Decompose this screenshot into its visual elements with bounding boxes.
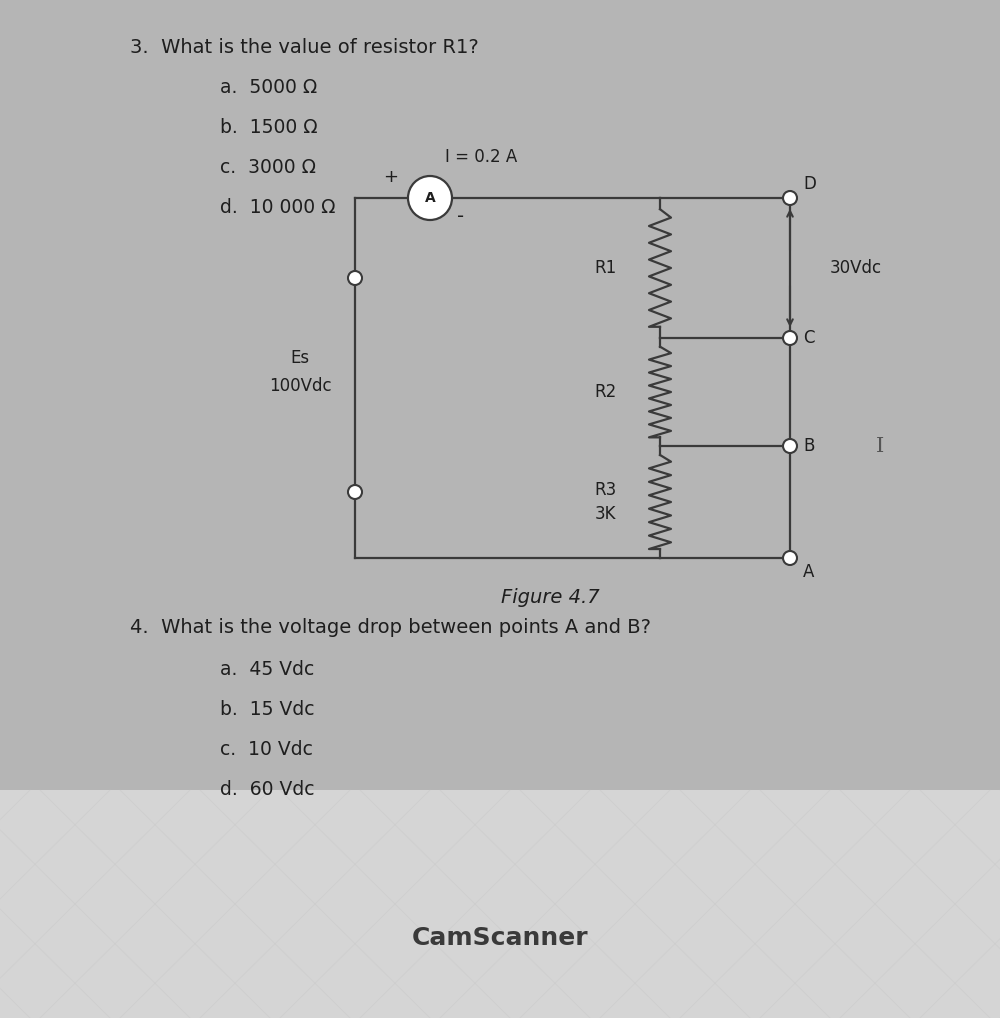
Text: A: A (425, 191, 435, 205)
Text: I = 0.2 A: I = 0.2 A (445, 148, 517, 166)
Text: Figure 4.7: Figure 4.7 (501, 588, 599, 607)
Text: 30Vdc: 30Vdc (830, 259, 882, 277)
Bar (0, 0, 1000, 790)
Circle shape (348, 271, 362, 285)
Circle shape (783, 551, 797, 565)
Circle shape (783, 191, 797, 205)
Text: D: D (803, 175, 816, 193)
Text: R3: R3 (594, 480, 616, 499)
Text: a.  45 Vdc: a. 45 Vdc (220, 660, 314, 679)
Text: d.  60 Vdc: d. 60 Vdc (220, 780, 314, 799)
Text: a.  5000 Ω: a. 5000 Ω (220, 78, 317, 97)
Circle shape (408, 176, 452, 220)
Text: 3.  What is the value of resistor R1?: 3. What is the value of resistor R1? (130, 38, 479, 57)
Text: 4.  What is the voltage drop between points A and B?: 4. What is the voltage drop between poin… (130, 618, 651, 637)
Circle shape (783, 331, 797, 345)
Text: 3K: 3K (594, 505, 616, 523)
Circle shape (348, 485, 362, 499)
Text: CamScanner: CamScanner (412, 926, 588, 950)
Text: C: C (803, 329, 814, 347)
Text: R2: R2 (594, 383, 616, 401)
Text: c.  10 Vdc: c. 10 Vdc (220, 740, 313, 759)
Text: A: A (803, 563, 814, 581)
Text: R1: R1 (594, 259, 616, 277)
Text: +: + (383, 168, 398, 186)
Text: d.  10 000 Ω: d. 10 000 Ω (220, 197, 336, 217)
Text: b.  15 Vdc: b. 15 Vdc (220, 700, 314, 719)
Text: B: B (803, 437, 814, 455)
Text: I: I (876, 437, 884, 455)
Text: -: - (457, 207, 464, 226)
Text: 100Vdc: 100Vdc (269, 377, 331, 395)
Bar (0, 790, 1000, 1018)
Circle shape (783, 439, 797, 453)
Text: Es: Es (290, 349, 310, 367)
Text: b.  1500 Ω: b. 1500 Ω (220, 118, 318, 137)
Text: c.  3000 Ω: c. 3000 Ω (220, 158, 316, 177)
